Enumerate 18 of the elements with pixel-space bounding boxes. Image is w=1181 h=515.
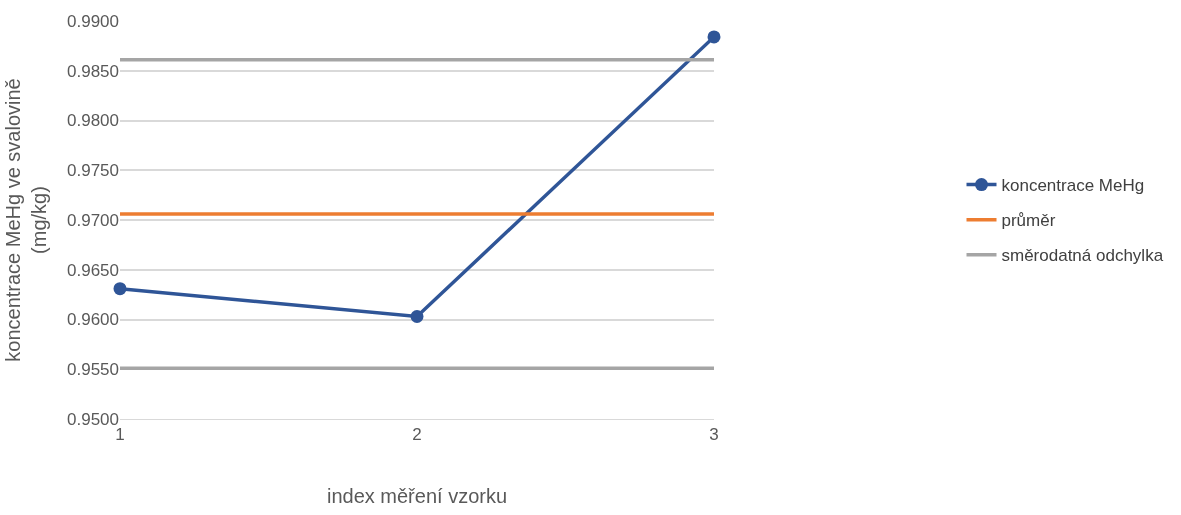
y-tick-label: 0.9850	[67, 61, 119, 81]
y-tick-label: 0.9900	[67, 11, 119, 31]
y-tick-label: 0.9800	[67, 111, 119, 131]
x-axis-title: index měření vzorku	[326, 484, 508, 507]
y-tick-label: 0.9600	[67, 310, 119, 330]
legend-label: koncentrace MeHg	[1001, 176, 1145, 196]
y-tick-label: 0.9650	[67, 260, 119, 280]
y-tick-label: 0.9750	[67, 161, 119, 181]
legend-label: průměr	[1001, 211, 1056, 231]
y-tick-label: 0.9700	[67, 210, 119, 230]
y-tick-label: 0.9550	[67, 360, 119, 380]
point	[707, 30, 721, 44]
legend-label: směrodatná odchylka	[1001, 246, 1164, 266]
y-axis-title: koncentrace MeHg ve svalovině (mg/kg)	[1, 78, 50, 362]
point	[410, 310, 424, 323]
x-tick-label: 2	[412, 425, 422, 445]
point	[113, 282, 127, 296]
x-tick-label: 3	[709, 425, 719, 445]
